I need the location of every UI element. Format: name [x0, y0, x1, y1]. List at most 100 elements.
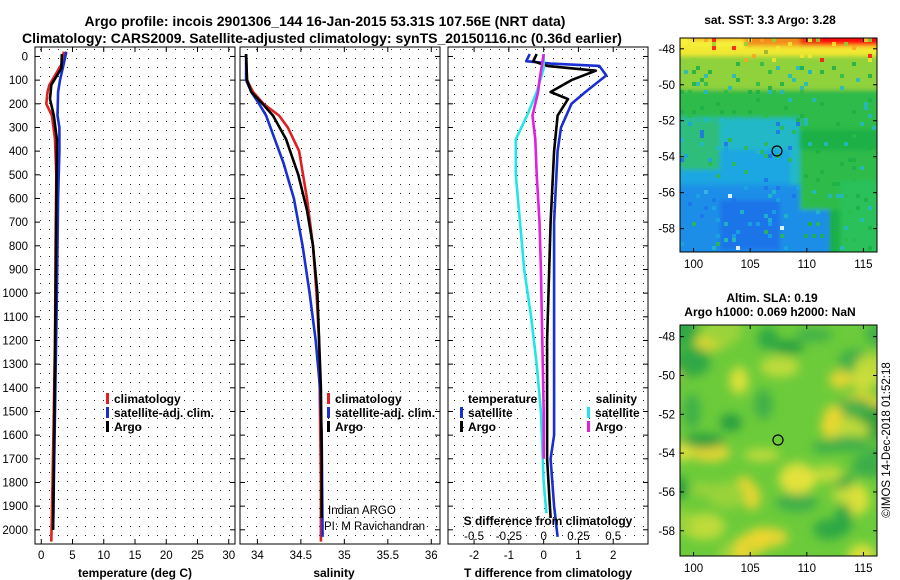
lat-tick-label: -50 — [658, 370, 675, 382]
sst-pixel — [760, 154, 764, 158]
sst-pixel — [776, 122, 780, 126]
lat-tick-label: -48 — [658, 44, 675, 56]
series-line-salinity-argo — [531, 53, 546, 459]
sst-pixel — [692, 222, 696, 226]
sst-pixel — [792, 178, 796, 182]
lat-tick-label: -56 — [658, 487, 675, 499]
sst-pixel — [836, 194, 840, 198]
series-line-salinity-satellite — [514, 54, 548, 514]
sst-pixel — [868, 206, 872, 210]
sst-pixel — [816, 222, 820, 226]
legend-swatch-argo — [106, 421, 109, 432]
sst-pixel — [856, 78, 860, 82]
salinity-panel: 34 34.5 35 35.5 36 salinity climatology sate… — [239, 46, 441, 580]
sst-pixel — [820, 142, 824, 146]
sst-pixel — [820, 70, 824, 74]
sst-pixel — [816, 210, 820, 214]
sst-pixel — [736, 166, 740, 170]
sst-pixel — [820, 58, 824, 62]
sst-pixel — [868, 74, 872, 78]
sst-pixel — [848, 158, 852, 162]
sst-pixel — [792, 122, 796, 126]
sst-pixel — [852, 46, 856, 50]
sst-pixel — [792, 130, 796, 134]
depth-tick-label: 1300 — [2, 359, 28, 371]
sst-pixel — [708, 162, 712, 166]
sst-pixel — [716, 234, 720, 238]
sst-pixel — [844, 142, 848, 146]
x-tick-label: 2 — [610, 550, 616, 562]
sst-pixel — [840, 86, 844, 90]
sst-pixel — [808, 222, 812, 226]
difference-plot-frame — [447, 46, 649, 545]
sst-pixel — [756, 150, 760, 154]
sst-pixel — [776, 198, 780, 202]
salinity-legend: climatology satellite-adj. clim. Argo — [327, 392, 435, 434]
sst-pixel — [832, 42, 836, 46]
sst-pixel — [736, 78, 740, 82]
sla-blob — [833, 398, 874, 418]
depth-tick-label: 500 — [9, 170, 28, 182]
sst-map-title: sat. SST: 3.3 Argo: 3.28 — [704, 13, 836, 27]
legend-argo: Argo — [114, 420, 142, 434]
depth-tick-label: 800 — [9, 241, 28, 253]
depth-axis: 0 100 200 300 400 500 600 700 800 900 1000 1100 1200… — [2, 51, 28, 536]
sst-map: sat. SST: 3.3 Argo: 3.28 — [658, 13, 878, 271]
sst-pixel — [752, 230, 756, 234]
sla-blob — [827, 435, 870, 453]
sst-pixel — [732, 238, 736, 242]
depth-tick-label: 1600 — [2, 430, 28, 442]
lon-tick-label: 100 — [684, 259, 703, 271]
sla-blob — [853, 353, 877, 388]
argo-position-marker — [772, 434, 784, 446]
sst-pixel — [716, 102, 720, 106]
sst-pixel — [712, 246, 716, 250]
sst-pixel — [688, 122, 692, 126]
sst-pixel — [744, 42, 748, 46]
sst-pixel — [776, 130, 780, 134]
sla-blob — [680, 347, 711, 377]
sst-pixel — [716, 242, 720, 246]
depth-tick-label: 900 — [9, 264, 28, 276]
sst-pixel — [868, 54, 872, 58]
sst-pixel — [860, 218, 864, 222]
depth-tick-label: 1200 — [2, 335, 28, 347]
sst-pixel — [784, 246, 788, 250]
title-line-1: Argo profile: incois 2901306_144 16-Jan-… — [85, 13, 566, 29]
series-line-temperature-satellite — [524, 53, 608, 538]
sst-pixel — [832, 182, 836, 186]
sst-pixel — [800, 66, 804, 70]
sst-pixel — [768, 218, 772, 222]
legend-swatch-s-argo — [587, 421, 590, 432]
sst-pixel — [868, 98, 872, 102]
sst-pixel — [728, 86, 732, 90]
sst-pixel — [872, 126, 876, 130]
sst-pixel — [724, 142, 728, 146]
sla-blob — [706, 482, 748, 509]
sst-pixel — [700, 214, 704, 218]
sst-pixel — [760, 62, 764, 66]
sst-pixel — [848, 210, 852, 214]
sst-pixel — [768, 222, 772, 226]
sst-pixel — [796, 66, 800, 70]
sst-pixel — [692, 58, 696, 62]
sst-pixel — [748, 222, 752, 226]
sst-pixel — [716, 218, 720, 222]
sst-pixel — [692, 70, 696, 74]
sst-pixel — [756, 98, 760, 102]
sst-pixel — [780, 126, 784, 130]
sst-pixel — [852, 134, 856, 138]
sst-pixel — [772, 190, 776, 194]
sst-pixel — [800, 90, 804, 94]
sst-pixel — [700, 134, 704, 138]
sst-pixel — [868, 246, 872, 250]
credit-line-2: PI: M Ravichandran — [324, 521, 425, 533]
sst-pixel — [864, 38, 868, 42]
depth-tick-label: 300 — [9, 122, 28, 134]
sst-pixel — [772, 58, 776, 62]
temperature-panel: 0 5 10 15 20 25 30 temperature (deg C) climato… — [34, 46, 236, 580]
sst-pixel — [764, 142, 768, 146]
sst-pixel — [680, 138, 684, 142]
sla-blob — [729, 366, 749, 395]
sst-pixel — [788, 74, 792, 78]
